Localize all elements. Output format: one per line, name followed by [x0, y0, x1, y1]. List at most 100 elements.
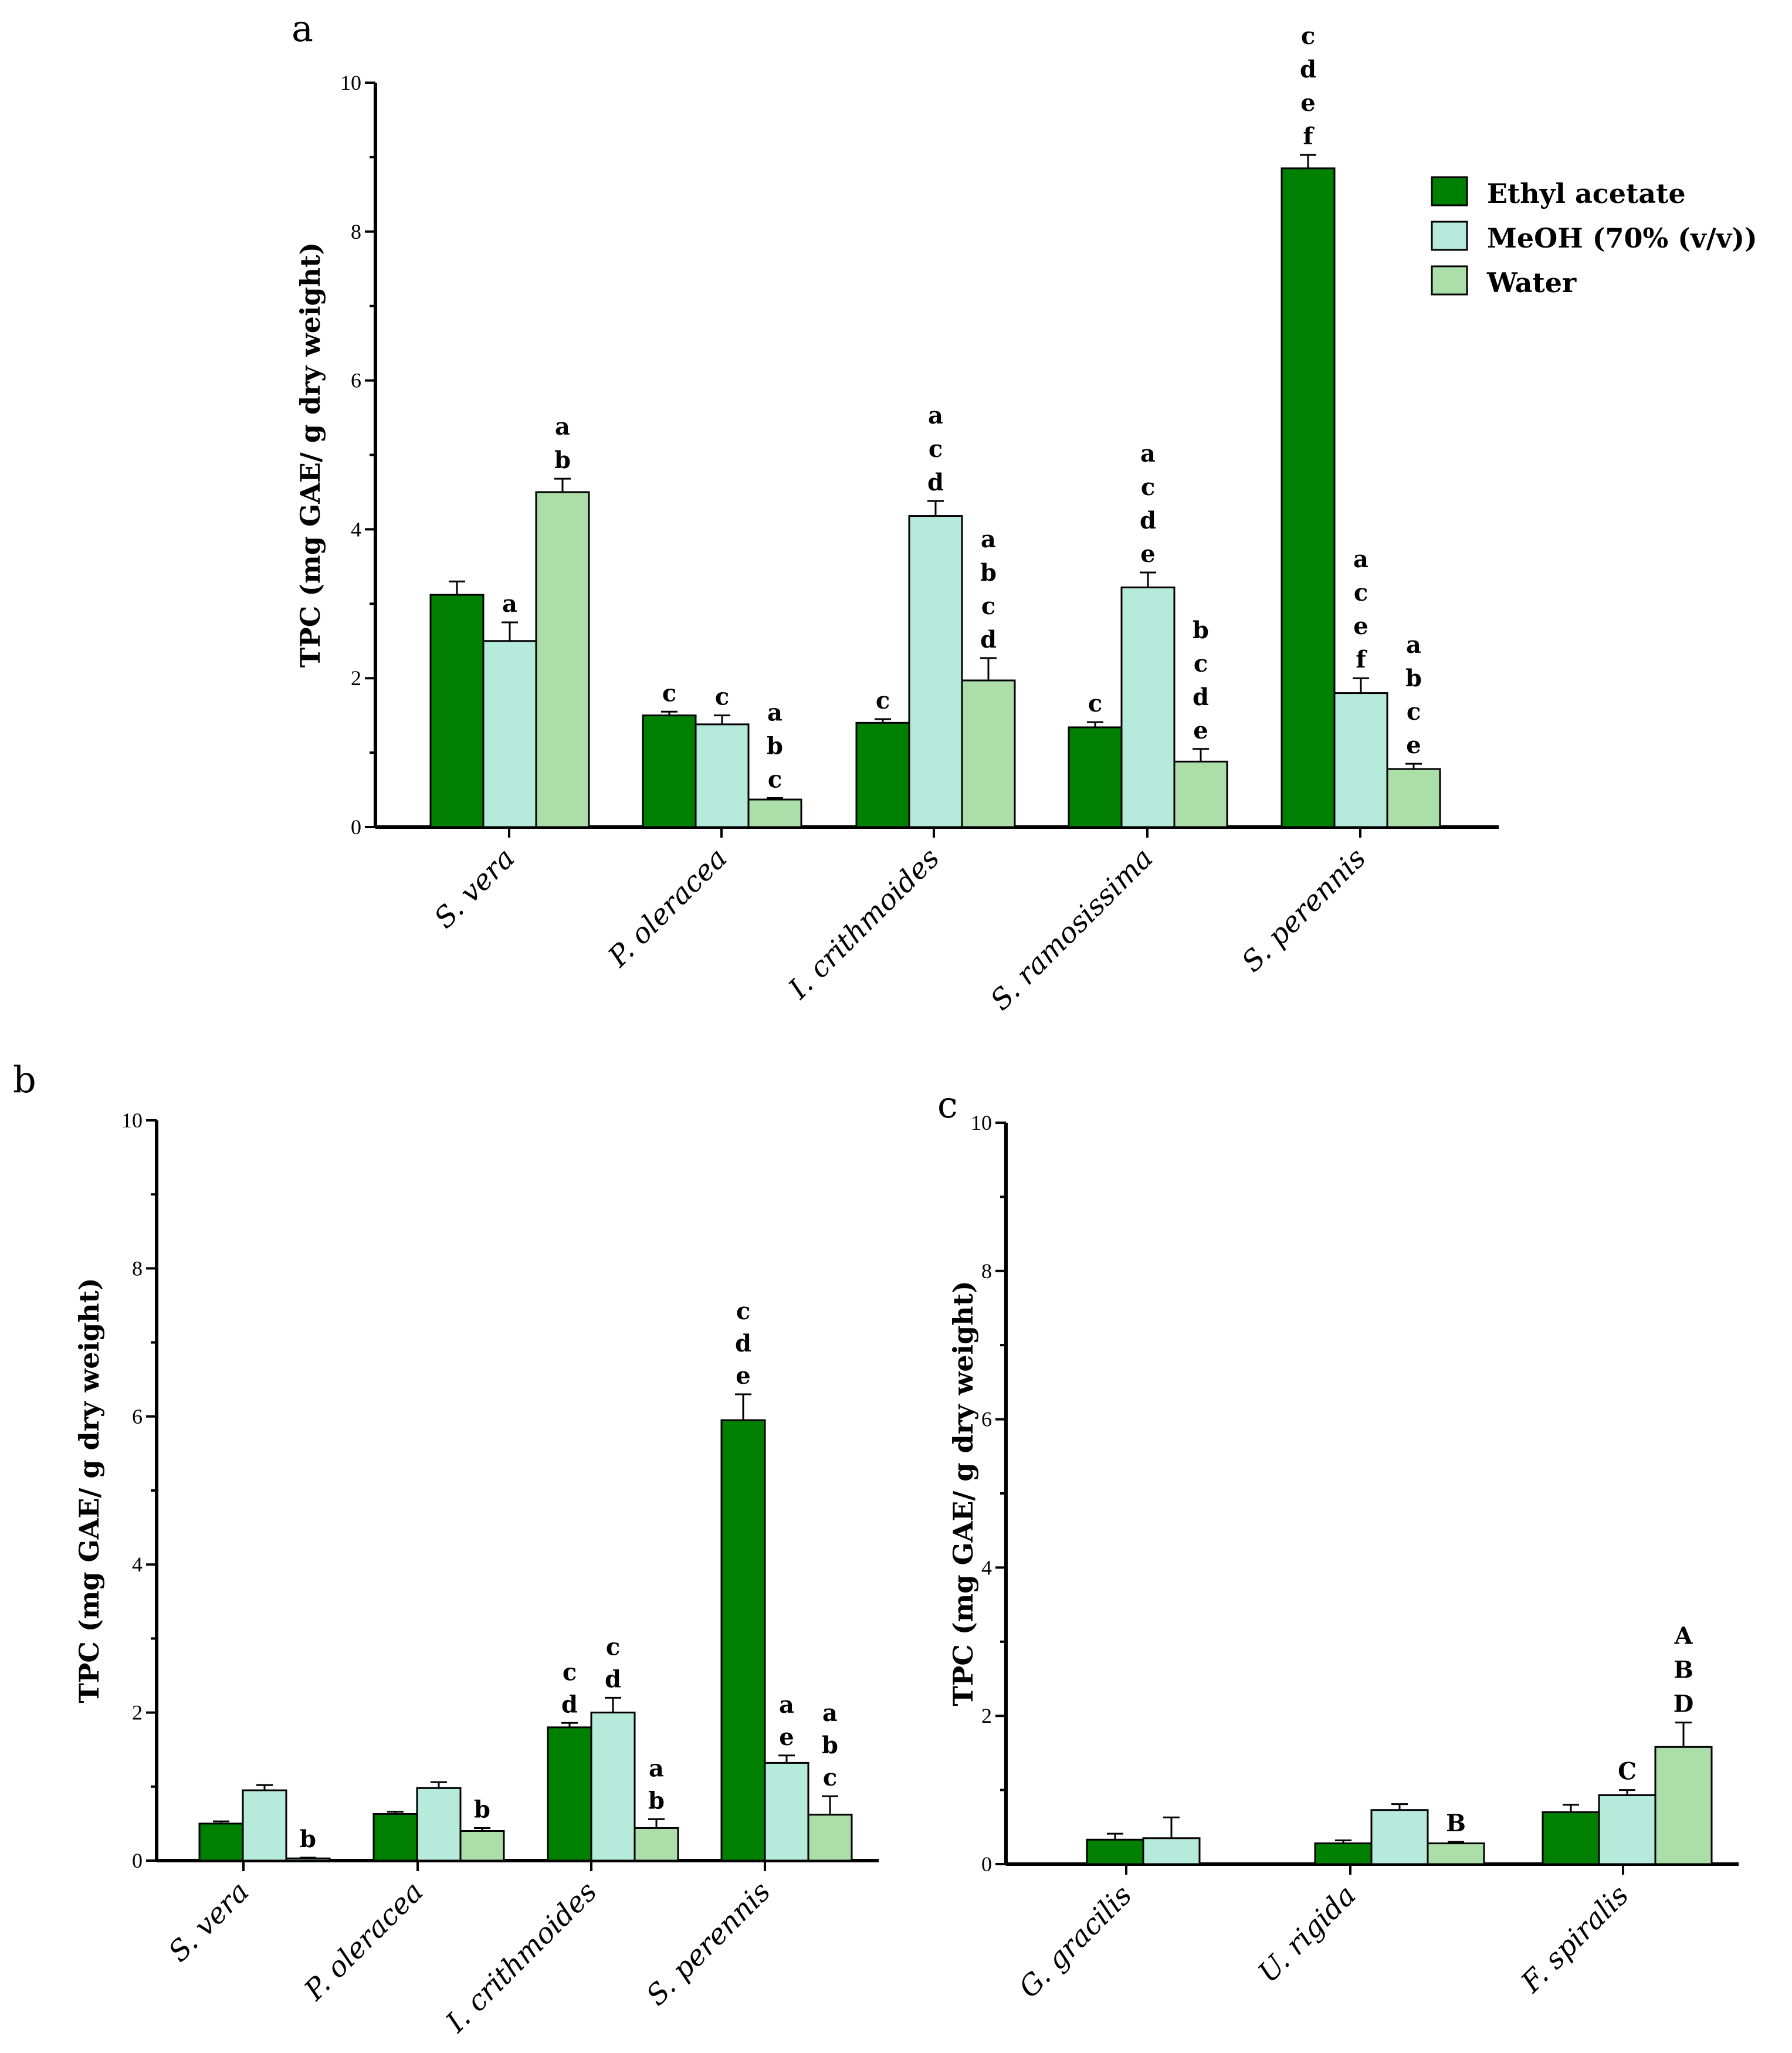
panel-letter-c: c — [937, 1083, 958, 1126]
x-category-label: U. rigida — [1252, 1879, 1362, 1989]
significance-letter: a — [981, 526, 996, 553]
significance-letter: d — [605, 1665, 621, 1693]
significance-letter: A — [1674, 1622, 1693, 1650]
significance-letter: D — [1674, 1690, 1694, 1718]
legend: Ethyl acetate MeOH (70% (v/v)) Water — [1431, 176, 1757, 299]
bar-u-rigida-meoh-70-v-v — [1370, 1809, 1429, 1865]
significance-letter: b — [980, 559, 997, 587]
bar-i-crithmoides-ethyl-acetate — [547, 1726, 592, 1862]
significance-letter: c — [768, 766, 782, 794]
panel-letter-a: a — [292, 7, 313, 50]
significance-letter: e — [1193, 717, 1208, 744]
significance-letter: a — [822, 1699, 838, 1727]
significance-letter: e — [1353, 612, 1368, 640]
bar-s-vera-meoh-70-v-v — [482, 640, 537, 828]
significance-letter: b — [1193, 616, 1209, 644]
significance-letter: e — [1300, 89, 1315, 117]
x-category-label: S. perennis — [1235, 842, 1372, 978]
significance-letter: b — [648, 1787, 665, 1814]
bar-f-spiralis-meoh-70-v-v — [1598, 1794, 1657, 1865]
significance-letter: e — [779, 1723, 794, 1751]
bar-p-oleracea-ethyl-acetate — [372, 1813, 418, 1862]
significance-letter: e — [1406, 731, 1421, 759]
significance-letter: c — [1141, 473, 1155, 501]
y-tick-label: 0 — [351, 815, 361, 839]
x-category-label: S. ramosissima — [984, 842, 1160, 1017]
bar-s-ramosissima-meoh-70-v-v — [1120, 586, 1176, 828]
y-tick-label: 4 — [132, 1553, 143, 1576]
significance-letter: B — [1674, 1656, 1693, 1684]
bar-p-oleracea-ethyl-acetate — [642, 714, 697, 828]
x-category-label: P. oleracea — [601, 842, 733, 974]
y-tick-label: 10 — [121, 1109, 143, 1132]
significance-letter: c — [606, 1633, 620, 1661]
chart-panel-b: 0 2 4 6 8 10 TPC (mg GAE/ g dry weight) b S. ver… — [73, 1109, 879, 2039]
y-tick-label: 10 — [340, 71, 361, 94]
significance-letter: c — [1354, 579, 1368, 607]
x-category-label: P. oleracea — [297, 1875, 429, 2007]
y-tick-label: 10 — [971, 1111, 992, 1134]
y-tick-label: 6 — [132, 1405, 143, 1428]
x-category-label: I. crithmoides — [439, 1875, 604, 2040]
significance-letter: d — [561, 1690, 578, 1718]
bar-s-ramosissima-ethyl-acetate — [1068, 726, 1123, 828]
bar-s-perennis-water — [1386, 768, 1441, 828]
y-tick-label: 4 — [351, 517, 361, 541]
y-tick-label: 6 — [351, 369, 361, 392]
significance-letter: C — [1618, 1758, 1637, 1786]
significance-letter: a — [1406, 631, 1421, 659]
y-tick-label: 2 — [351, 666, 361, 690]
chart-panel-c: 0 2 4 6 8 10 TPC (mg GAE/ g dry weight) G. grac… — [947, 1111, 1739, 2004]
x-category-label: S. vera — [428, 842, 521, 935]
significance-letter: d — [1140, 507, 1156, 534]
bar-p-oleracea-meoh-70-v-v — [416, 1787, 462, 1862]
significance-letter: c — [1301, 22, 1315, 50]
bar-i-crithmoides-meoh-70-v-v — [908, 515, 963, 828]
significance-letter: f — [1356, 646, 1367, 673]
bar-p-oleracea-water — [747, 798, 802, 828]
significance-letter: b — [300, 1825, 316, 1853]
significance-letter: c — [1194, 650, 1208, 677]
y-tick-label: 6 — [981, 1408, 992, 1431]
bar-u-rigida-ethyl-acetate — [1314, 1842, 1373, 1865]
y-axis-title: TPC (mg GAE/ g dry weight) — [73, 1278, 105, 1703]
bar-f-spiralis-ethyl-acetate — [1542, 1811, 1600, 1865]
significance-letter: c — [876, 687, 890, 714]
bar-u-rigida-water — [1427, 1842, 1485, 1865]
significance-letter: e — [736, 1362, 750, 1390]
y-tick-label: 0 — [132, 1849, 143, 1872]
bar-s-vera-water — [535, 491, 590, 828]
significance-letter: d — [927, 469, 944, 496]
bar-s-perennis-ethyl-acetate — [1281, 167, 1336, 828]
bar-g-gracilis-meoh-70-v-v — [1142, 1837, 1201, 1865]
x-category-label: S. perennis — [640, 1875, 777, 2012]
legend-swatch-water — [1431, 265, 1468, 296]
significance-letter: a — [767, 699, 782, 727]
y-tick-label: 8 — [132, 1256, 143, 1280]
significance-letter: d — [980, 626, 997, 653]
legend-swatch-meoh — [1431, 221, 1468, 251]
bar-i-crithmoides-water — [634, 1827, 679, 1862]
bar-s-perennis-ethyl-acetate — [720, 1419, 766, 1862]
bar-s-perennis-meoh-70-v-v — [1333, 692, 1388, 828]
significance-letter: d — [735, 1330, 751, 1357]
y-tick-label: 2 — [981, 1704, 992, 1727]
significance-letter: a — [555, 413, 570, 441]
y-tick-label: 0 — [981, 1852, 992, 1876]
significance-letter: c — [736, 1297, 750, 1325]
significance-letter: c — [981, 592, 995, 620]
significance-letter: c — [823, 1764, 837, 1791]
bar-i-crithmoides-ethyl-acetate — [855, 721, 910, 828]
bar-s-vera-ethyl-acetate — [429, 594, 485, 828]
significance-letter: b — [554, 446, 571, 474]
significance-letter: f — [1303, 123, 1315, 150]
legend-label-meoh: MeOH (70% (v/v)) — [1487, 222, 1757, 254]
y-tick-label: 4 — [981, 1556, 992, 1579]
bar-f-spiralis-water — [1654, 1746, 1713, 1865]
x-category-label: I. crithmoides — [782, 842, 946, 1006]
significance-letter: c — [1088, 690, 1102, 717]
significance-letter: d — [1300, 56, 1316, 83]
significance-letter: d — [1193, 683, 1209, 711]
